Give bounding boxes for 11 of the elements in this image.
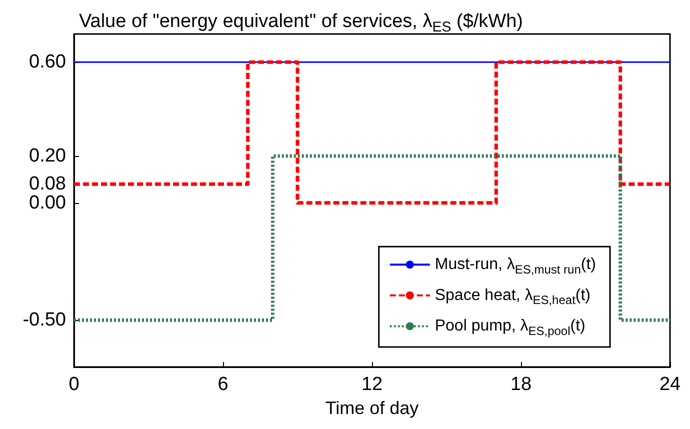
x-tick-label: 12 bbox=[361, 374, 383, 395]
y-tick-label: 0.00 bbox=[29, 192, 66, 214]
y-tick-label: 0.20 bbox=[29, 145, 66, 166]
x-tick-label: 24 bbox=[659, 374, 681, 395]
x-axis-title: Time of day bbox=[325, 398, 419, 418]
y-tick-label: 0.08 bbox=[29, 174, 66, 195]
x-tick-label: 18 bbox=[510, 374, 532, 395]
x-tick-label: 6 bbox=[218, 374, 228, 395]
x-tick-label: 0 bbox=[68, 374, 80, 395]
y-tick-label: -0.50 bbox=[22, 310, 66, 331]
y-tick-label: 0.60 bbox=[29, 52, 66, 73]
